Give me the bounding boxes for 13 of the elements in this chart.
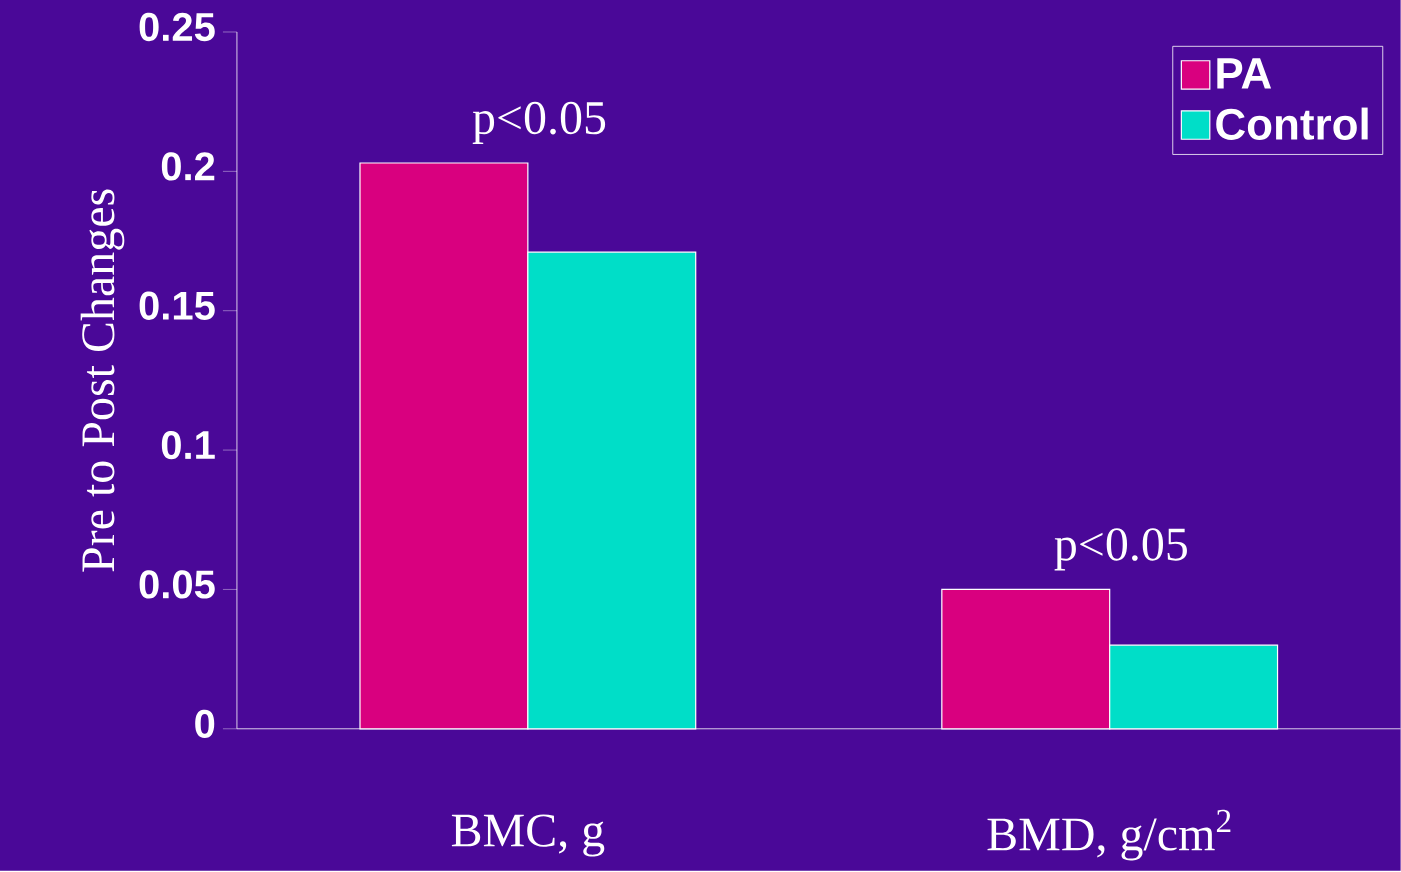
annotation: p<0.05 — [472, 101, 606, 144]
y-tick-label: 0.1 — [161, 430, 215, 460]
x-tick-label: BMD, g/cm$^{2}$ — [987, 809, 1231, 861]
y-tick-label: 0.15 — [139, 291, 215, 320]
legend-label: Control — [1216, 107, 1368, 140]
legend-label: PA — [1217, 58, 1272, 89]
y-axis-title: Pre to Post Changes — [80, 189, 125, 572]
x-tick-label: BMC, g — [451, 814, 605, 857]
y-tick-label: 0.05 — [139, 570, 215, 599]
y-tick-label: 0 — [195, 709, 215, 738]
y-tick-label: 0.25 — [139, 12, 215, 41]
y-tick-label: 0.2 — [161, 152, 215, 181]
annotation: p<0.05 — [1054, 528, 1187, 571]
